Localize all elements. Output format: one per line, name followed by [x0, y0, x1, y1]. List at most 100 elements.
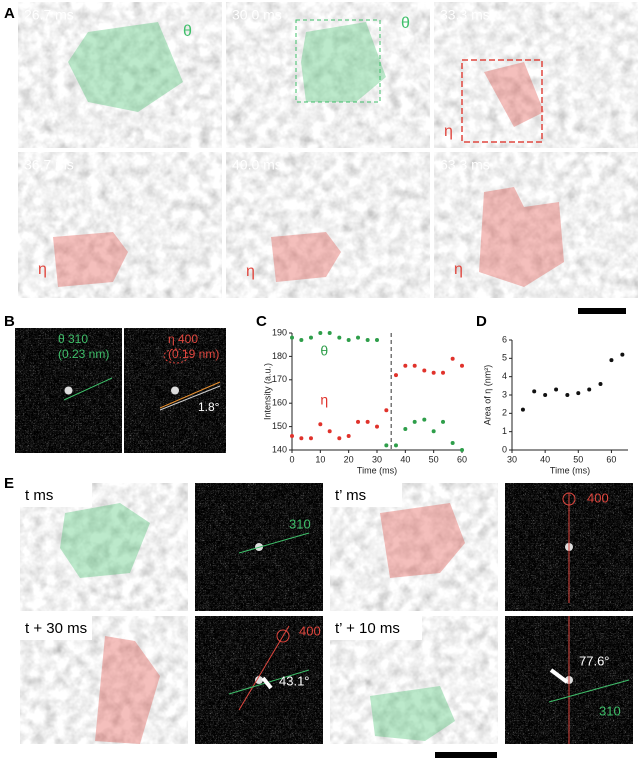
fft-center: [255, 676, 263, 684]
data-point: [308, 335, 313, 340]
data-point: [441, 370, 446, 375]
lattice-line: [63, 377, 113, 401]
fft-center: [64, 386, 73, 395]
angle-label: 77.6°: [579, 653, 610, 668]
data-point: [554, 387, 559, 392]
lattice-line: [159, 385, 221, 411]
data-point: [337, 335, 342, 340]
data-point: [346, 338, 351, 343]
angle-label: 43.1°: [279, 673, 310, 688]
x-tick-label: 50: [573, 454, 583, 464]
fft-index: 400: [299, 623, 321, 638]
data-point: [393, 373, 398, 378]
x-tick-label: 40: [400, 454, 410, 464]
data-point: [598, 382, 603, 386]
fft-spacing: (0.19 nm): [168, 347, 219, 361]
scale-bar: [578, 308, 626, 314]
data-point: [543, 393, 548, 397]
fft-center: [171, 386, 179, 395]
x-tick-label: 30: [507, 454, 517, 464]
data-point: [318, 331, 323, 335]
lattice-region: [271, 232, 341, 282]
y-tick-label: 140: [272, 444, 287, 454]
x-axis-label: Time (ms): [357, 465, 397, 475]
spot-circle: [562, 492, 576, 506]
y-tick-label: 180: [272, 351, 287, 361]
spot-circle: [276, 629, 290, 643]
x-tick-label: 30: [372, 454, 382, 464]
data-point: [337, 436, 342, 441]
data-point: [346, 433, 351, 438]
phase-label: θ: [401, 15, 410, 32]
selection-box: [461, 59, 543, 143]
time-box: [20, 483, 92, 507]
y-tick-label: 3: [502, 389, 507, 399]
spot-circle: [163, 348, 189, 364]
data-point: [431, 429, 436, 434]
y-tick-label: 6: [502, 334, 507, 344]
data-point: [290, 433, 294, 438]
fft-index: η 400: [168, 332, 198, 346]
x-tick-label: 50: [429, 454, 439, 464]
data-point: [299, 436, 304, 441]
lattice-region: [479, 187, 564, 287]
data-point: [460, 448, 464, 452]
data-point: [318, 422, 323, 427]
lattice-line: [228, 669, 310, 695]
micrograph: [434, 2, 638, 148]
lattice-region: [95, 636, 160, 744]
scale-bar: [435, 752, 497, 758]
frame-time: t’ ms: [335, 487, 366, 504]
lattice-region: [370, 686, 455, 741]
lattice-line: [238, 625, 290, 711]
data-point: [565, 393, 570, 397]
data-point: [327, 331, 332, 335]
series-label: η: [320, 392, 328, 408]
angle-label: 1.8°: [198, 400, 220, 414]
fft-index: θ 310: [58, 332, 88, 346]
micrograph: [18, 152, 222, 298]
data-point: [308, 436, 313, 441]
data-point: [609, 358, 614, 363]
data-point: [422, 368, 427, 373]
data-point: [327, 429, 332, 434]
x-tick-label: 10: [315, 454, 325, 464]
frame-time: 40.0 ms: [232, 157, 282, 173]
data-point: [356, 419, 361, 424]
lattice-region: [53, 232, 128, 287]
lattice-region: [60, 503, 150, 578]
data-point: [365, 419, 370, 424]
data-point: [299, 338, 304, 343]
micrograph: [226, 2, 430, 148]
lattice-region: [301, 22, 386, 102]
phase-label: η: [444, 123, 453, 140]
data-point: [393, 443, 398, 448]
x-tick-label: 20: [344, 454, 354, 464]
x-axis-label: Time (ms): [550, 465, 590, 475]
data-point: [365, 338, 370, 343]
data-point: [375, 338, 379, 343]
frame-time: t ms: [25, 487, 53, 504]
frame-time: 33.3 ms: [440, 7, 490, 23]
y-tick-label: 1: [502, 426, 507, 436]
y-tick-label: 190: [272, 327, 287, 337]
angle-arrow: [261, 676, 273, 690]
y-tick-label: 160: [272, 398, 287, 408]
lattice-region: [380, 503, 465, 578]
x-tick-label: 0: [289, 454, 294, 464]
data-point: [450, 440, 455, 445]
phase-label: η: [454, 261, 463, 278]
lattice-region: [68, 22, 183, 112]
data-point: [587, 387, 592, 392]
fft-index: 400: [587, 490, 609, 505]
frame-time: 36.7 ms: [24, 157, 74, 173]
data-point: [441, 419, 446, 424]
data-point: [412, 363, 417, 368]
phase-label: η: [246, 263, 255, 280]
frame-time: t + 30 ms: [25, 620, 87, 637]
data-point: [422, 417, 427, 422]
panel-label: E: [4, 475, 14, 492]
data-point: [532, 389, 537, 394]
data-point: [356, 335, 361, 340]
